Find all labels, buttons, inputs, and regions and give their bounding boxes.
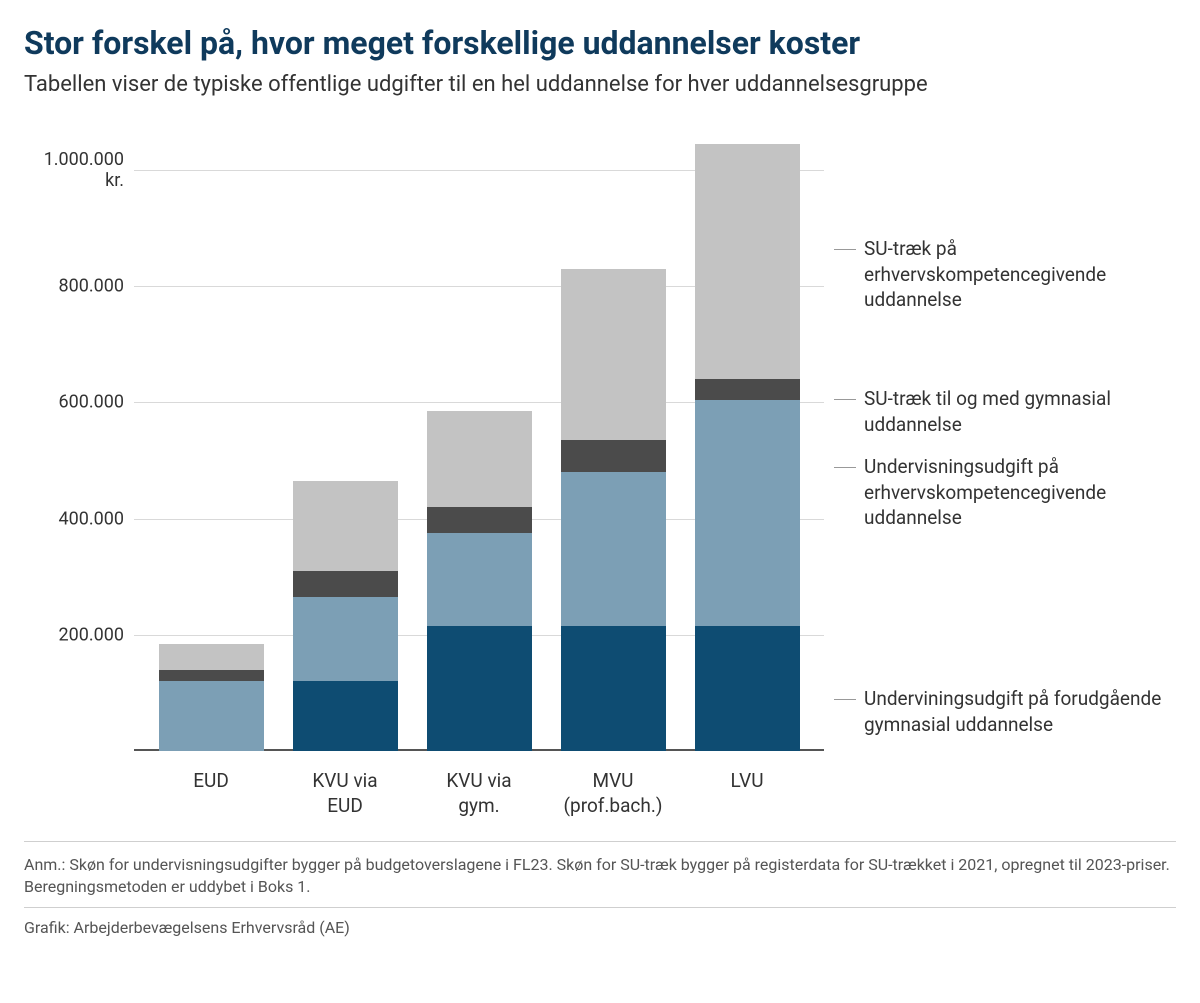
bar-segment-su_gym: [695, 379, 800, 399]
chart-container: EUDKVU viaEUDKVU viagym.MVU(prof.bach.)L…: [24, 121, 1176, 821]
x-tick-label: KVU viaEUD: [278, 761, 412, 821]
bar-segment-under_gym: [427, 626, 532, 751]
chart-plot-area: EUDKVU viaEUDKVU viagym.MVU(prof.bach.)L…: [24, 121, 824, 821]
chart-credit: Grafik: Arbejderbevægelsens Erhvervsråd …: [24, 907, 1176, 937]
bar-segment-su_erh: [159, 644, 264, 670]
bar-segment-under_erh: [159, 681, 264, 751]
bar-eud: [159, 644, 264, 751]
chart-notes: Anm.: Skøn for undervisningsudgifter byg…: [24, 841, 1176, 899]
bar-segment-under_erh: [293, 597, 398, 681]
bar-column: [278, 481, 412, 751]
bar-segment-under_erh: [561, 472, 666, 626]
x-tick-label: LVU: [680, 761, 814, 821]
legend: SU-træk på erhvervskompetencegivende udd…: [824, 121, 1176, 747]
bar-segment-under_gym: [561, 626, 666, 751]
bar-segment-su_erh: [293, 481, 398, 571]
bar-segment-su_gym: [427, 507, 532, 533]
bar-segment-su_erh: [695, 144, 800, 379]
y-tick-label: 200.000: [24, 624, 124, 645]
x-tick-label: KVU viagym.: [412, 761, 546, 821]
bar-segment-under_erh: [695, 400, 800, 627]
x-tick-label: MVU(prof.bach.): [546, 761, 680, 821]
bar-mvu: [561, 269, 666, 751]
bar-segment-su_gym: [561, 440, 666, 472]
x-tick-label: EUD: [144, 761, 278, 821]
bar-segment-under_erh: [427, 533, 532, 626]
bar-column: [546, 269, 680, 751]
bar-segment-su_gym: [293, 571, 398, 597]
bar-kvu_gym: [427, 411, 532, 751]
legend-item-su_erh: SU-træk på erhvervskompetencegivende udd…: [834, 236, 1176, 313]
bar-segment-under_gym: [695, 626, 800, 751]
bar-segment-under_gym: [293, 681, 398, 751]
legend-item-su_gym: SU-træk til og med gymnasial uddannelse: [834, 386, 1176, 437]
bar-segment-su_erh: [427, 411, 532, 507]
bar-column: [680, 144, 814, 751]
bar-lvu: [695, 144, 800, 751]
bar-segment-su_erh: [561, 269, 666, 440]
bars-region: [134, 141, 824, 751]
bar-segment-su_gym: [159, 670, 264, 682]
bar-column: [412, 411, 546, 751]
chart-subtitle: Tabellen viser de typiske offentlige udg…: [24, 72, 1176, 97]
y-tick-label: 600.000: [24, 392, 124, 413]
bar-kvu_eud: [293, 481, 398, 751]
x-axis-labels: EUDKVU viaEUDKVU viagym.MVU(prof.bach.)L…: [134, 761, 824, 821]
y-tick-label: 1.000.000 kr.: [24, 149, 124, 191]
y-tick-label: 400.000: [24, 508, 124, 529]
legend-item-under_gym: Underviningsudgift på forudgående gymnas…: [834, 686, 1176, 737]
y-tick-label: 800.000: [24, 276, 124, 297]
legend-item-under_erh: Undervisningsudgift på erhvervskompetenc…: [834, 454, 1176, 531]
bar-column: [144, 644, 278, 751]
chart-title: Stor forskel på, hvor meget forskellige …: [24, 24, 1176, 62]
